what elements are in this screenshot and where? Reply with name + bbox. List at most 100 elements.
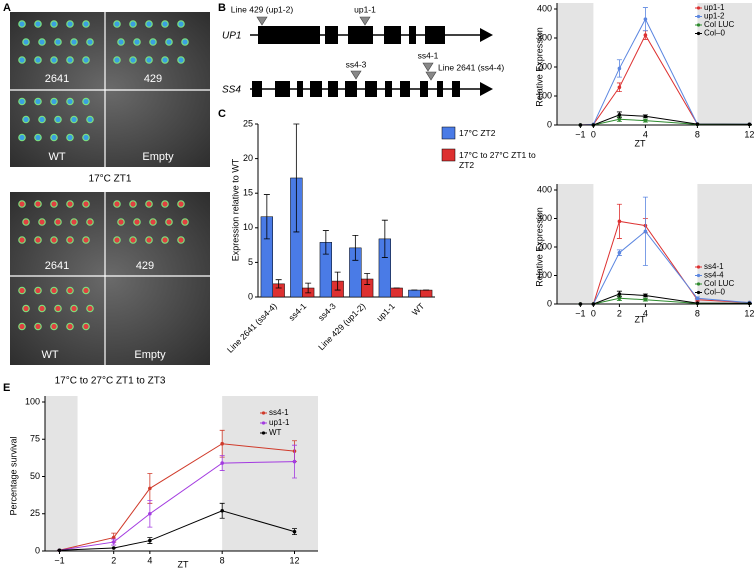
y-tick-label: 100 <box>537 270 552 280</box>
y-tick-label: 200 <box>537 61 552 71</box>
data-point <box>148 511 152 516</box>
data-point <box>617 292 622 296</box>
exon <box>310 81 322 97</box>
colony <box>161 56 169 64</box>
exon-group <box>252 81 460 97</box>
legend-label: Col LUC <box>704 279 734 288</box>
plate-caption: 17°C ZT1 <box>89 174 132 185</box>
error-bar <box>381 219 388 258</box>
colony <box>22 304 30 313</box>
data-point <box>643 17 648 21</box>
x-tick-label: 8 <box>220 555 225 565</box>
panel-label: B <box>218 2 226 14</box>
data-point <box>578 123 583 127</box>
exon <box>252 81 262 97</box>
x-axis-label: ZT <box>635 138 646 148</box>
y-tick-label: 15 <box>243 188 253 198</box>
data-point <box>591 123 596 127</box>
plate-label: 429 <box>136 260 154 272</box>
colony <box>113 236 121 244</box>
colony <box>18 20 26 28</box>
y-tick-label: 0 <box>547 119 552 129</box>
data-point <box>220 461 224 465</box>
error-bar <box>364 273 371 285</box>
exon <box>400 81 410 97</box>
colony <box>50 322 58 331</box>
colony <box>133 38 141 46</box>
exon <box>325 26 338 44</box>
colony <box>70 304 78 313</box>
y-axis-label: Expression relative to WT <box>230 158 240 261</box>
y-tick-label: 400 <box>537 184 552 194</box>
plate-caption: 17°C to 27°C ZT1 to ZT3 <box>55 376 166 387</box>
data-point <box>111 535 116 540</box>
legend-marker <box>261 431 266 435</box>
data-point <box>643 118 648 123</box>
exon <box>425 26 445 44</box>
colony <box>18 322 26 331</box>
plate-label: 2641 <box>45 260 69 272</box>
exon <box>297 81 303 97</box>
gene-name: SS4 <box>222 85 241 96</box>
data-point <box>643 114 648 119</box>
data-point <box>617 117 622 121</box>
colony <box>165 38 173 46</box>
exon <box>365 81 377 97</box>
data-point <box>643 297 648 302</box>
legend-marker <box>696 282 701 286</box>
y-tick-label: 50 <box>30 471 40 481</box>
colony <box>38 218 46 226</box>
y-tick-label: 5 <box>248 257 253 267</box>
colony <box>70 38 78 46</box>
colony <box>50 236 58 244</box>
x-tick-label: −1 <box>54 555 64 565</box>
colony <box>86 38 94 46</box>
insertion-marker <box>359 16 371 26</box>
colony <box>181 38 189 46</box>
colony <box>161 20 169 28</box>
arrow-head <box>480 28 493 42</box>
colony <box>82 286 90 295</box>
exon <box>452 81 460 97</box>
data-point <box>695 296 700 301</box>
legend-marker <box>696 14 701 19</box>
colony <box>129 56 137 64</box>
legend-marker <box>261 421 266 425</box>
legend-label: ss4-4 <box>704 271 724 280</box>
dark-period <box>697 184 752 304</box>
insertion-marker <box>422 62 434 72</box>
colony <box>149 38 157 46</box>
colony <box>145 200 153 208</box>
colony <box>70 218 78 226</box>
data-point <box>617 219 622 224</box>
colony <box>161 236 169 244</box>
data-point <box>111 540 116 544</box>
plate-label: 429 <box>144 73 162 85</box>
colony <box>66 20 74 28</box>
colony <box>82 236 90 244</box>
colony <box>66 200 74 208</box>
colony <box>117 218 125 226</box>
legend-label: ss4-1 <box>704 262 724 271</box>
legend-label: 17°C ZT2 <box>459 128 496 138</box>
plate-label: WT <box>48 151 65 163</box>
x-tick-label: 0 <box>591 129 596 139</box>
panel-label: E <box>3 382 10 394</box>
data-point <box>643 33 648 37</box>
colony <box>54 304 62 313</box>
legend-label: Col LUC <box>704 20 734 29</box>
colony <box>34 236 42 244</box>
colony <box>54 38 62 46</box>
colony <box>113 200 121 208</box>
legend-marker <box>696 31 701 36</box>
colony <box>145 236 153 244</box>
colony <box>133 218 141 226</box>
y-axis-label: Relative Expression <box>534 207 544 287</box>
colony <box>66 56 74 64</box>
x-tick-label: 2 <box>617 308 622 318</box>
plate-background <box>10 192 210 365</box>
exon <box>345 81 357 97</box>
insertion-label: Line 2641 (ss4-4) <box>438 62 504 72</box>
colony <box>86 115 94 124</box>
bar <box>420 289 433 298</box>
